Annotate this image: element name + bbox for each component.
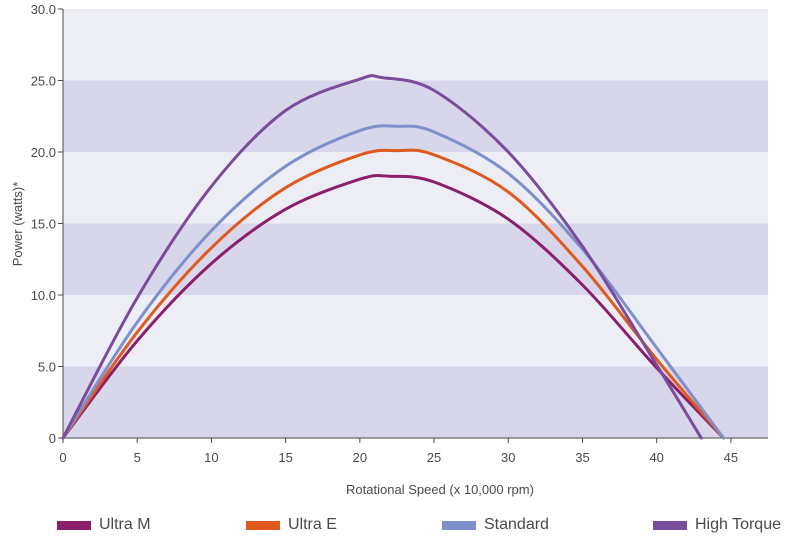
x-tick-label: 30 — [501, 450, 515, 465]
band-20-25 — [63, 80, 768, 152]
band-15-20 — [63, 152, 768, 224]
x-tick-label: 45 — [724, 450, 738, 465]
legend-item-high-torque: High Torque — [653, 512, 781, 538]
series-line-ultra-e — [61, 148, 725, 440]
x-tick-label: 5 — [134, 450, 141, 465]
tick-labels: 0 5 10 15 20 25 30 35 40 45 0 5.0 10.0 15.0 20.0 25.0 30… — [31, 2, 738, 465]
legend-item-standard: Standard — [442, 512, 549, 538]
series-line-standard — [61, 124, 725, 440]
legend-swatch-standard — [442, 520, 476, 530]
legend-label-ultra-e: Ultra E — [288, 516, 337, 533]
x-tick-label: 20 — [353, 450, 367, 465]
x-axis-label: Rotational Speed (x 10,000 rpm) — [346, 482, 534, 497]
background-bands — [63, 9, 768, 438]
y-tick-label: 30.0 — [31, 2, 56, 17]
band-0-5 — [63, 366, 768, 438]
legend-item-ultra-e: Ultra E — [246, 512, 337, 538]
legend-label-ultra-m: Ultra M — [99, 516, 151, 533]
legend-label-high-torque: High Torque — [695, 516, 781, 533]
y-tick-label: 25.0 — [31, 74, 56, 89]
band-25-30 — [63, 9, 768, 81]
y-axis-label: Power (watts)* — [10, 182, 25, 267]
legend-swatch-high-torque — [653, 520, 687, 530]
legend-swatch-ultra-m — [57, 520, 91, 530]
axes — [58, 8, 768, 443]
y-tick-label: 10.0 — [31, 288, 56, 303]
y-tick-label: 15.0 — [31, 217, 56, 232]
x-tick-label: 35 — [575, 450, 589, 465]
legend-swatch-ultra-e — [246, 520, 280, 530]
series-line-ultra-m — [61, 174, 725, 440]
x-tick-label: 10 — [204, 450, 218, 465]
x-tick-label: 15 — [278, 450, 292, 465]
y-tick-label: 20.0 — [31, 145, 56, 160]
series-lines — [61, 74, 725, 440]
legend-label-standard: Standard — [484, 516, 549, 533]
legend: Ultra M Ultra E Standard High Torque — [0, 512, 800, 538]
x-tick-label: 40 — [649, 450, 663, 465]
y-tick-label: 0 — [49, 431, 56, 446]
x-tick-label: 0 — [59, 450, 66, 465]
band-10-15 — [63, 223, 768, 295]
legend-item-ultra-m: Ultra M — [57, 512, 151, 538]
y-tick-label: 5.0 — [38, 360, 56, 375]
series-line-high-torque — [61, 74, 703, 440]
x-tick-label: 25 — [427, 450, 441, 465]
